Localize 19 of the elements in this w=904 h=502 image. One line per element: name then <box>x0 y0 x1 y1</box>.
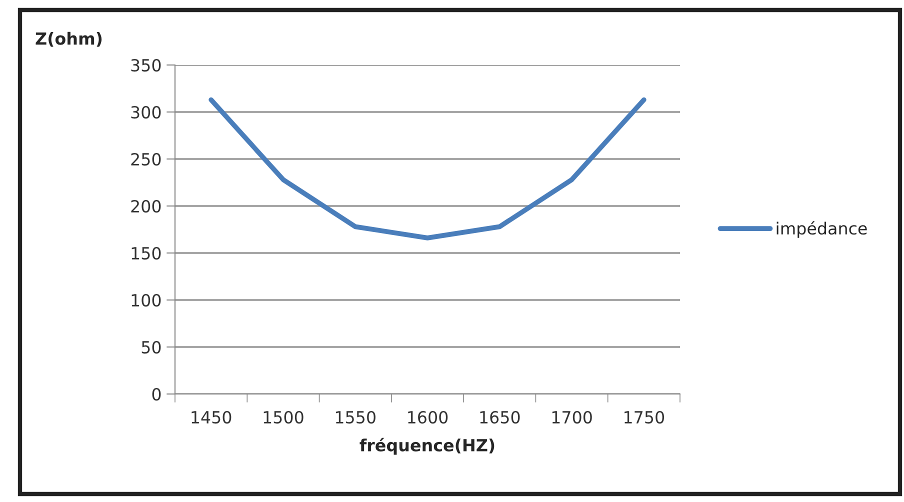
y-tick-label: 50 <box>142 340 161 354</box>
y-tick-label: 100 <box>132 294 161 307</box>
y-tick-label: 300 <box>131 106 161 119</box>
x-tick-label: 1450 <box>192 410 232 424</box>
x-axis-title: fréquence(HZ) <box>360 438 494 455</box>
y-tick-label: 350 <box>131 58 161 72</box>
line-series <box>208 97 646 240</box>
x-tick-label: 1600 <box>408 410 448 424</box>
y-tick-label: 0 <box>152 388 161 401</box>
x-tick-label: 1700 <box>552 410 592 424</box>
x-tick-label: 1550 <box>336 410 376 424</box>
y-tick-label: 250 <box>131 152 161 166</box>
y-axis-title: Z(ohm) <box>36 32 102 47</box>
x-tick-label: 1750 <box>624 410 664 424</box>
y-tick-label: 200 <box>131 200 161 213</box>
x-tick-label: 1500 <box>264 410 304 424</box>
y-tick-label: 150 <box>132 246 161 260</box>
x-tick-label: 1650 <box>480 410 520 424</box>
legend-label: impédance <box>776 221 867 238</box>
